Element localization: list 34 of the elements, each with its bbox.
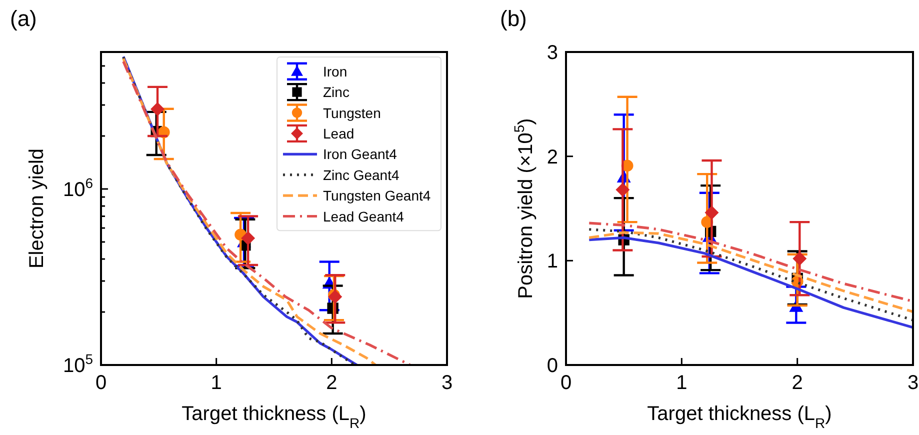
x-tick-label: 0 (95, 372, 107, 394)
legend-label: Tungsten (323, 104, 381, 121)
y-tick-label: 0 (546, 355, 558, 377)
y-tick-label: 10$^{5}$ (62, 351, 94, 377)
point (150, 102, 165, 116)
x-tick-label: 2 (326, 372, 338, 394)
legend-label: Zinc (323, 84, 350, 100)
legend-label: Tungsten Geant4 (323, 188, 431, 204)
chart-title: (b) (500, 6, 527, 31)
x-tick-label: 3 (907, 372, 919, 394)
x-tick-label: 3 (441, 372, 453, 394)
point (328, 290, 342, 304)
point (792, 252, 807, 266)
x-axis-title: Target thickness (L$_{R}$) (182, 403, 366, 431)
y-tick-label: 3 (546, 42, 558, 64)
x-axis-title: Target thickness (L$_{R}$) (647, 403, 832, 431)
legend-label: Lead (323, 125, 354, 142)
legend-label: Iron Geant4 (323, 146, 398, 162)
x-tick-label: 2 (792, 372, 803, 394)
point (616, 182, 630, 197)
y-tick-label: 10$^{6}$ (62, 174, 94, 201)
y-tick-label: 1 (546, 250, 558, 273)
legend-label: Iron (323, 63, 348, 80)
line-series (588, 222, 913, 303)
legend-label: Zinc Geant4 (323, 166, 400, 183)
y-tick-label: 2 (546, 146, 558, 168)
point (704, 206, 719, 220)
y-axis-title: Electron yield (26, 148, 48, 269)
x-tick-label: 1 (676, 372, 688, 394)
legend-label: Lead Geant4 (323, 208, 404, 224)
chart-title: (a) (10, 6, 37, 31)
point (241, 231, 256, 246)
x-tick-label: 1 (210, 372, 222, 394)
x-tick-label: 0 (560, 372, 572, 394)
